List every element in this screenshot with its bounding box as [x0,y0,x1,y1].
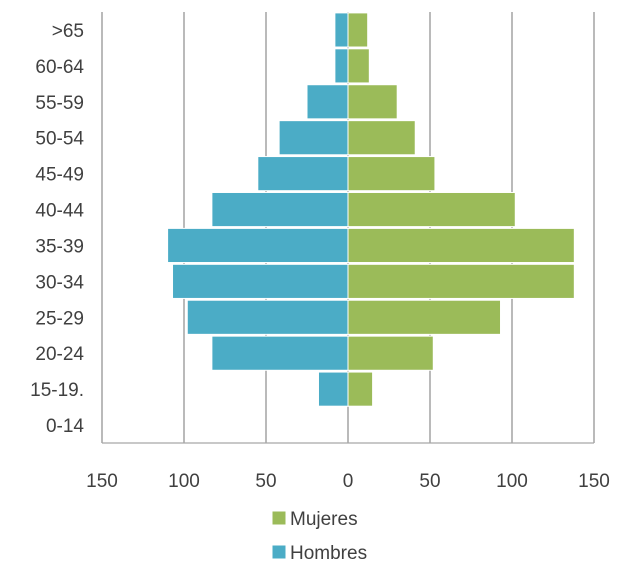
y-tick-label: 40-44 [35,201,84,222]
x-axis-tick-labels: 150 100 50 0 50 100 150 [86,471,610,492]
x-tick-label: 150 [86,471,118,492]
bar-hombres-8 [186,299,349,335]
x-tick-label: 100 [168,471,200,492]
bar-mujeres-7 [347,263,575,299]
y-tick-label: 30-34 [35,272,84,293]
bar-hombres-0 [334,12,349,48]
legend-swatch-hombres [271,544,287,560]
bar-hombres-9 [211,335,349,371]
bar-mujeres-0 [347,12,369,48]
y-tick-label: 50-54 [35,129,84,150]
legend-label-mujeres: Mujeres [290,509,358,530]
bar-mujeres-6 [347,227,575,264]
x-tick-label: 150 [578,471,610,492]
x-tick-label: 0 [343,471,354,492]
y-tick-label: 0-14 [46,416,84,437]
bar-hombres-3 [278,120,349,156]
legend-swatch-mujeres [271,510,287,526]
gridlines [101,12,595,443]
bar-hombres-4 [257,156,349,192]
bar-hombres-2 [306,84,349,120]
bar-hombres-1 [334,48,349,84]
y-tick-label: 45-49 [35,165,84,186]
x-tick-label: 50 [419,471,440,492]
bar-hombres-6 [167,227,349,264]
bar-hombres-7 [172,263,349,299]
y-tick-label: 60-64 [35,57,84,78]
y-tick-label: 35-39 [35,236,84,257]
legend-label-hombres: Hombres [290,543,367,564]
x-tick-label: 100 [496,471,528,492]
y-tick-label: 55-59 [35,93,84,114]
bar-mujeres-1 [347,48,370,84]
bar-hombres-5 [211,191,349,228]
y-tick-label: 20-24 [35,344,84,365]
bar-mujeres-4 [347,156,436,192]
y-tick-label: 15-19. [30,380,84,401]
bar-mujeres-10 [347,371,374,407]
bar-mujeres-9 [347,335,434,371]
y-tick-label: >65 [52,21,84,42]
bar-hombres-10 [317,371,349,407]
bar-mujeres-3 [347,120,416,156]
bar-mujeres-5 [347,191,516,228]
bars [167,12,575,407]
y-axis-tick-labels: >65 60-64 55-59 50-54 45-49 40-44 35-39 30-34 25… [30,21,84,437]
x-tick-label: 50 [255,471,276,492]
bar-mujeres-8 [347,299,502,335]
y-tick-label: 25-29 [35,308,84,329]
legend: Mujeres Hombres [271,509,367,564]
bar-mujeres-2 [347,84,398,120]
